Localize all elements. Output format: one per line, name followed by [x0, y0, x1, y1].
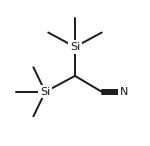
Text: Si: Si [40, 87, 50, 97]
Text: N: N [120, 87, 128, 97]
Text: Si: Si [70, 42, 80, 52]
